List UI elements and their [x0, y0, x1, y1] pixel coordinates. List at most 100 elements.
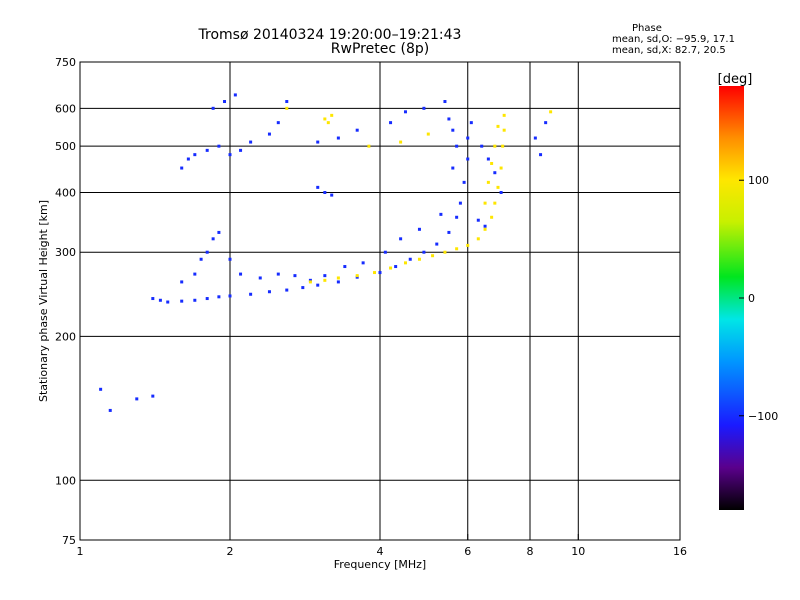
- x-tick-label: 16: [673, 545, 687, 558]
- echo-point-o: [486, 157, 490, 161]
- echo-point-x: [502, 113, 506, 117]
- echo-point-x: [483, 201, 487, 205]
- echo-point-o: [180, 166, 184, 170]
- y-tick-label: 100: [55, 474, 76, 487]
- echo-point-x: [355, 274, 359, 278]
- echo-point-o: [151, 394, 155, 398]
- echo-point-o: [217, 295, 221, 299]
- echo-point-o: [408, 257, 412, 261]
- echo-point-o: [211, 237, 215, 241]
- echo-point-o: [99, 387, 103, 391]
- chart-title-line1: Tromsø 20140324 19:20:00–19:21:43: [198, 27, 462, 43]
- echo-point-o: [193, 272, 197, 276]
- echo-point-o: [323, 274, 327, 278]
- x-tick-label: 1: [77, 545, 84, 558]
- echo-point-o: [293, 274, 297, 278]
- echo-point-o: [217, 144, 221, 148]
- echo-point-o: [447, 230, 451, 234]
- x-tick-label: 8: [527, 545, 534, 558]
- echo-point-o: [466, 136, 470, 140]
- echo-point-x: [493, 144, 497, 148]
- echo-point-o: [180, 299, 184, 303]
- echo-point-o: [533, 136, 537, 140]
- echo-point-o: [361, 261, 365, 265]
- x-tick-label: 2: [227, 545, 234, 558]
- echo-point-x: [399, 140, 403, 144]
- echo-point-o: [323, 190, 327, 194]
- echo-point-o: [258, 276, 262, 280]
- echo-point-o: [316, 283, 320, 287]
- y-tick-label: 75: [62, 534, 76, 547]
- echo-point-o: [135, 397, 139, 401]
- echo-point-x: [389, 266, 393, 270]
- x-tick-label: 6: [464, 545, 471, 558]
- echo-point-x: [486, 180, 490, 184]
- echo-point-o: [217, 230, 221, 234]
- echo-point-o: [483, 224, 487, 228]
- echo-point-o: [422, 250, 426, 254]
- echo-point-o: [205, 250, 209, 254]
- echo-point-o: [193, 153, 197, 157]
- echo-point-o: [249, 292, 253, 296]
- y-tick-label: 750: [55, 56, 76, 69]
- echo-point-o: [451, 128, 455, 132]
- grid-lines: [80, 62, 680, 540]
- echo-points: [99, 93, 553, 412]
- echo-point-o: [544, 121, 548, 125]
- colorbar-ticks: 100 0 −100: [739, 174, 778, 423]
- echo-point-o: [186, 157, 190, 161]
- echo-point-o: [403, 110, 407, 114]
- echo-point-x: [426, 132, 430, 136]
- echo-point-o: [422, 106, 426, 110]
- x-axis-label: Frequency [MHz]: [334, 558, 426, 571]
- echo-point-o: [417, 227, 421, 231]
- echo-point-x: [323, 117, 327, 121]
- echo-point-o: [267, 132, 271, 136]
- echo-point-o: [394, 265, 398, 269]
- echo-point-o: [267, 290, 271, 294]
- echo-point-o: [316, 140, 320, 144]
- echo-point-x: [373, 271, 377, 275]
- echo-point-o: [228, 294, 232, 298]
- echo-point-x: [403, 261, 407, 265]
- echo-point-o: [451, 166, 455, 170]
- echo-point-o: [336, 136, 340, 140]
- echo-point-o: [435, 242, 439, 246]
- echo-point-o: [458, 201, 462, 205]
- echo-point-o: [239, 148, 243, 152]
- echo-point-o: [336, 280, 340, 284]
- echo-point-o: [355, 275, 359, 279]
- echo-point-o: [447, 117, 451, 121]
- echo-point-x: [323, 278, 327, 282]
- echo-point-o: [199, 257, 203, 261]
- echo-point-o: [211, 106, 215, 110]
- echo-point-x: [455, 247, 459, 251]
- echo-point-x: [466, 243, 470, 247]
- echo-point-x: [308, 280, 312, 284]
- colorbar-tick-label: −100: [748, 410, 778, 423]
- y-axis-ticks: 75 100 200 300 400 500 600 750: [55, 56, 76, 547]
- y-tick-label: 200: [55, 330, 76, 343]
- phase-stat-o: mean, sd,O: −95.9, 17.1: [612, 34, 735, 45]
- colorbar-tick-label: 0: [748, 292, 755, 305]
- colorbar-tick-label: 100: [748, 174, 769, 187]
- echo-point-o: [539, 153, 543, 157]
- echo-point-o: [228, 257, 232, 261]
- echo-point-o: [439, 212, 443, 216]
- echo-point-o: [399, 237, 403, 241]
- echo-point-o: [469, 121, 473, 125]
- echo-point-x: [493, 201, 497, 205]
- colorbar-unit-label: [deg]: [718, 72, 753, 87]
- echo-point-x: [483, 227, 487, 231]
- echo-point-o: [443, 100, 447, 104]
- echo-point-x: [443, 250, 447, 254]
- echo-point-x: [417, 257, 421, 261]
- echo-point-o: [378, 271, 382, 275]
- echo-point-o: [301, 286, 305, 290]
- echo-point-o: [389, 121, 393, 125]
- y-tick-label: 500: [55, 140, 76, 153]
- y-tick-label: 300: [55, 246, 76, 259]
- echo-point-o: [455, 144, 459, 148]
- echo-point-x: [336, 276, 340, 280]
- echo-point-x: [496, 185, 500, 189]
